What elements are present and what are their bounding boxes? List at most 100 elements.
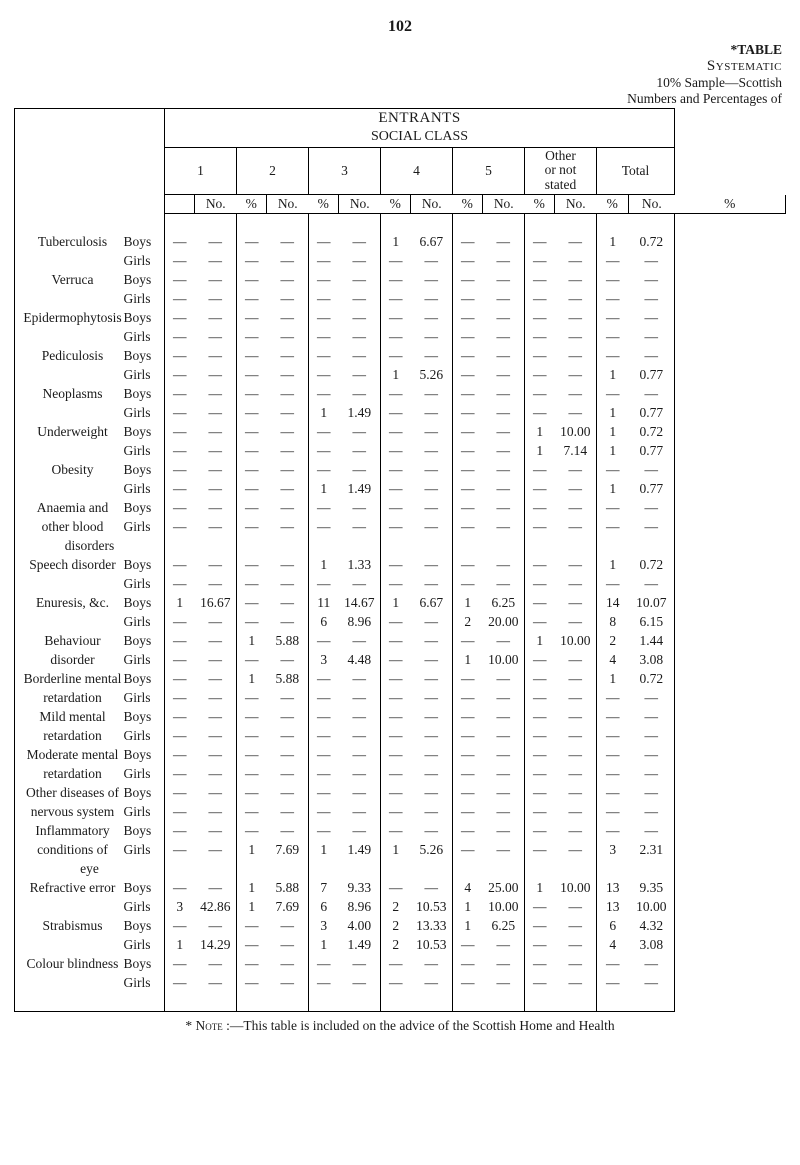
- cell: 5.88: [267, 878, 309, 897]
- cell: 13: [597, 878, 629, 897]
- cell: —: [195, 232, 237, 251]
- cell: —: [309, 308, 339, 327]
- cell: —: [411, 327, 453, 346]
- table-row: Speech disorderBoys————11.33——————10.72: [15, 555, 786, 574]
- table-row: Girls——————————17.1410.77: [15, 441, 786, 460]
- pct-3: %: [381, 195, 411, 214]
- cell: —: [411, 251, 453, 270]
- social-class-header: SOCIAL CLASS: [165, 128, 675, 147]
- cell: —: [555, 935, 597, 954]
- cell: —: [555, 916, 597, 935]
- cell: —: [195, 821, 237, 840]
- cell: 1: [237, 840, 267, 859]
- table-row: disorderGirls————34.48——110.00——43.08: [15, 650, 786, 669]
- cell: —: [339, 251, 381, 270]
- cell: —: [597, 707, 629, 726]
- cell: —: [339, 346, 381, 365]
- cell: —: [597, 764, 629, 783]
- cell: 4: [597, 935, 629, 954]
- cell: —: [381, 441, 411, 460]
- no-3: No.: [339, 195, 381, 214]
- cell: 8.96: [339, 612, 381, 631]
- cell: —: [309, 707, 339, 726]
- cell: 6: [309, 612, 339, 631]
- cell: —: [597, 688, 629, 707]
- cell: —: [339, 232, 381, 251]
- row-label: disorderGirls: [15, 650, 165, 669]
- cell: —: [453, 251, 483, 270]
- cell: —: [237, 422, 267, 441]
- cell: 0.72: [629, 422, 675, 441]
- cell: —: [597, 289, 629, 308]
- cell: —: [267, 517, 309, 536]
- cell: —: [381, 327, 411, 346]
- cell: —: [629, 327, 675, 346]
- table-row: ObesityBoys——————————————: [15, 460, 786, 479]
- cell: 10.53: [411, 935, 453, 954]
- cell: —: [411, 688, 453, 707]
- cell: 7.14: [555, 441, 597, 460]
- cell: —: [165, 973, 195, 992]
- cell: —: [483, 821, 525, 840]
- cell: —: [195, 650, 237, 669]
- cell: —: [195, 460, 237, 479]
- table-row: Enuresis, &c.Boys116.67——1114.6716.6716.…: [15, 593, 786, 612]
- cell: —: [555, 498, 597, 517]
- cell: —: [483, 745, 525, 764]
- cell: —: [525, 669, 555, 688]
- cell: 0.77: [629, 441, 675, 460]
- cell: —: [555, 707, 597, 726]
- cell: 1: [453, 593, 483, 612]
- table-row: Anaemia andBoys——————————————: [15, 498, 786, 517]
- row-label: Speech disorderBoys: [15, 555, 165, 574]
- cell: —: [267, 593, 309, 612]
- cell: 4.00: [339, 916, 381, 935]
- table-row: eye: [15, 859, 786, 878]
- cell: —: [629, 688, 675, 707]
- cell: —: [597, 327, 629, 346]
- cell: 11: [309, 593, 339, 612]
- cell: —: [237, 479, 267, 498]
- cell: —: [411, 669, 453, 688]
- cell: —: [381, 384, 411, 403]
- cell: —: [381, 726, 411, 745]
- cell: 1: [309, 935, 339, 954]
- cell: —: [453, 726, 483, 745]
- cell: —: [629, 726, 675, 745]
- cell: —: [165, 574, 195, 593]
- cell: 1: [381, 593, 411, 612]
- cell: —: [267, 422, 309, 441]
- cell: 3.08: [629, 650, 675, 669]
- cell: —: [525, 612, 555, 631]
- cell: —: [629, 954, 675, 973]
- cell: —: [555, 669, 597, 688]
- cell: —: [525, 954, 555, 973]
- cell: 0.77: [629, 365, 675, 384]
- cell: —: [453, 973, 483, 992]
- table-row: InflammatoryBoys——————————————: [15, 821, 786, 840]
- cell: —: [267, 365, 309, 384]
- cell: —: [453, 346, 483, 365]
- cell: 1: [165, 593, 195, 612]
- cell: —: [267, 479, 309, 498]
- cell: —: [525, 270, 555, 289]
- row-label: VerrucaBoys: [15, 270, 165, 289]
- cell: —: [629, 308, 675, 327]
- cell: —: [339, 365, 381, 384]
- table-row: retardationGirls——————————————: [15, 688, 786, 707]
- table-row: TuberculosisBoys——————16.67————10.72: [15, 232, 786, 251]
- cell: —: [339, 289, 381, 308]
- cell: —: [525, 403, 555, 422]
- col-2: 2: [237, 147, 309, 195]
- cell: —: [411, 460, 453, 479]
- cell: 1: [597, 232, 629, 251]
- page-number: 102: [14, 18, 786, 36]
- cell: —: [453, 460, 483, 479]
- cell: 5.26: [411, 840, 453, 859]
- cell: 10.00: [483, 897, 525, 916]
- cell: —: [237, 745, 267, 764]
- cell: —: [453, 840, 483, 859]
- cell: —: [629, 821, 675, 840]
- cell: —: [237, 688, 267, 707]
- cell: —: [195, 802, 237, 821]
